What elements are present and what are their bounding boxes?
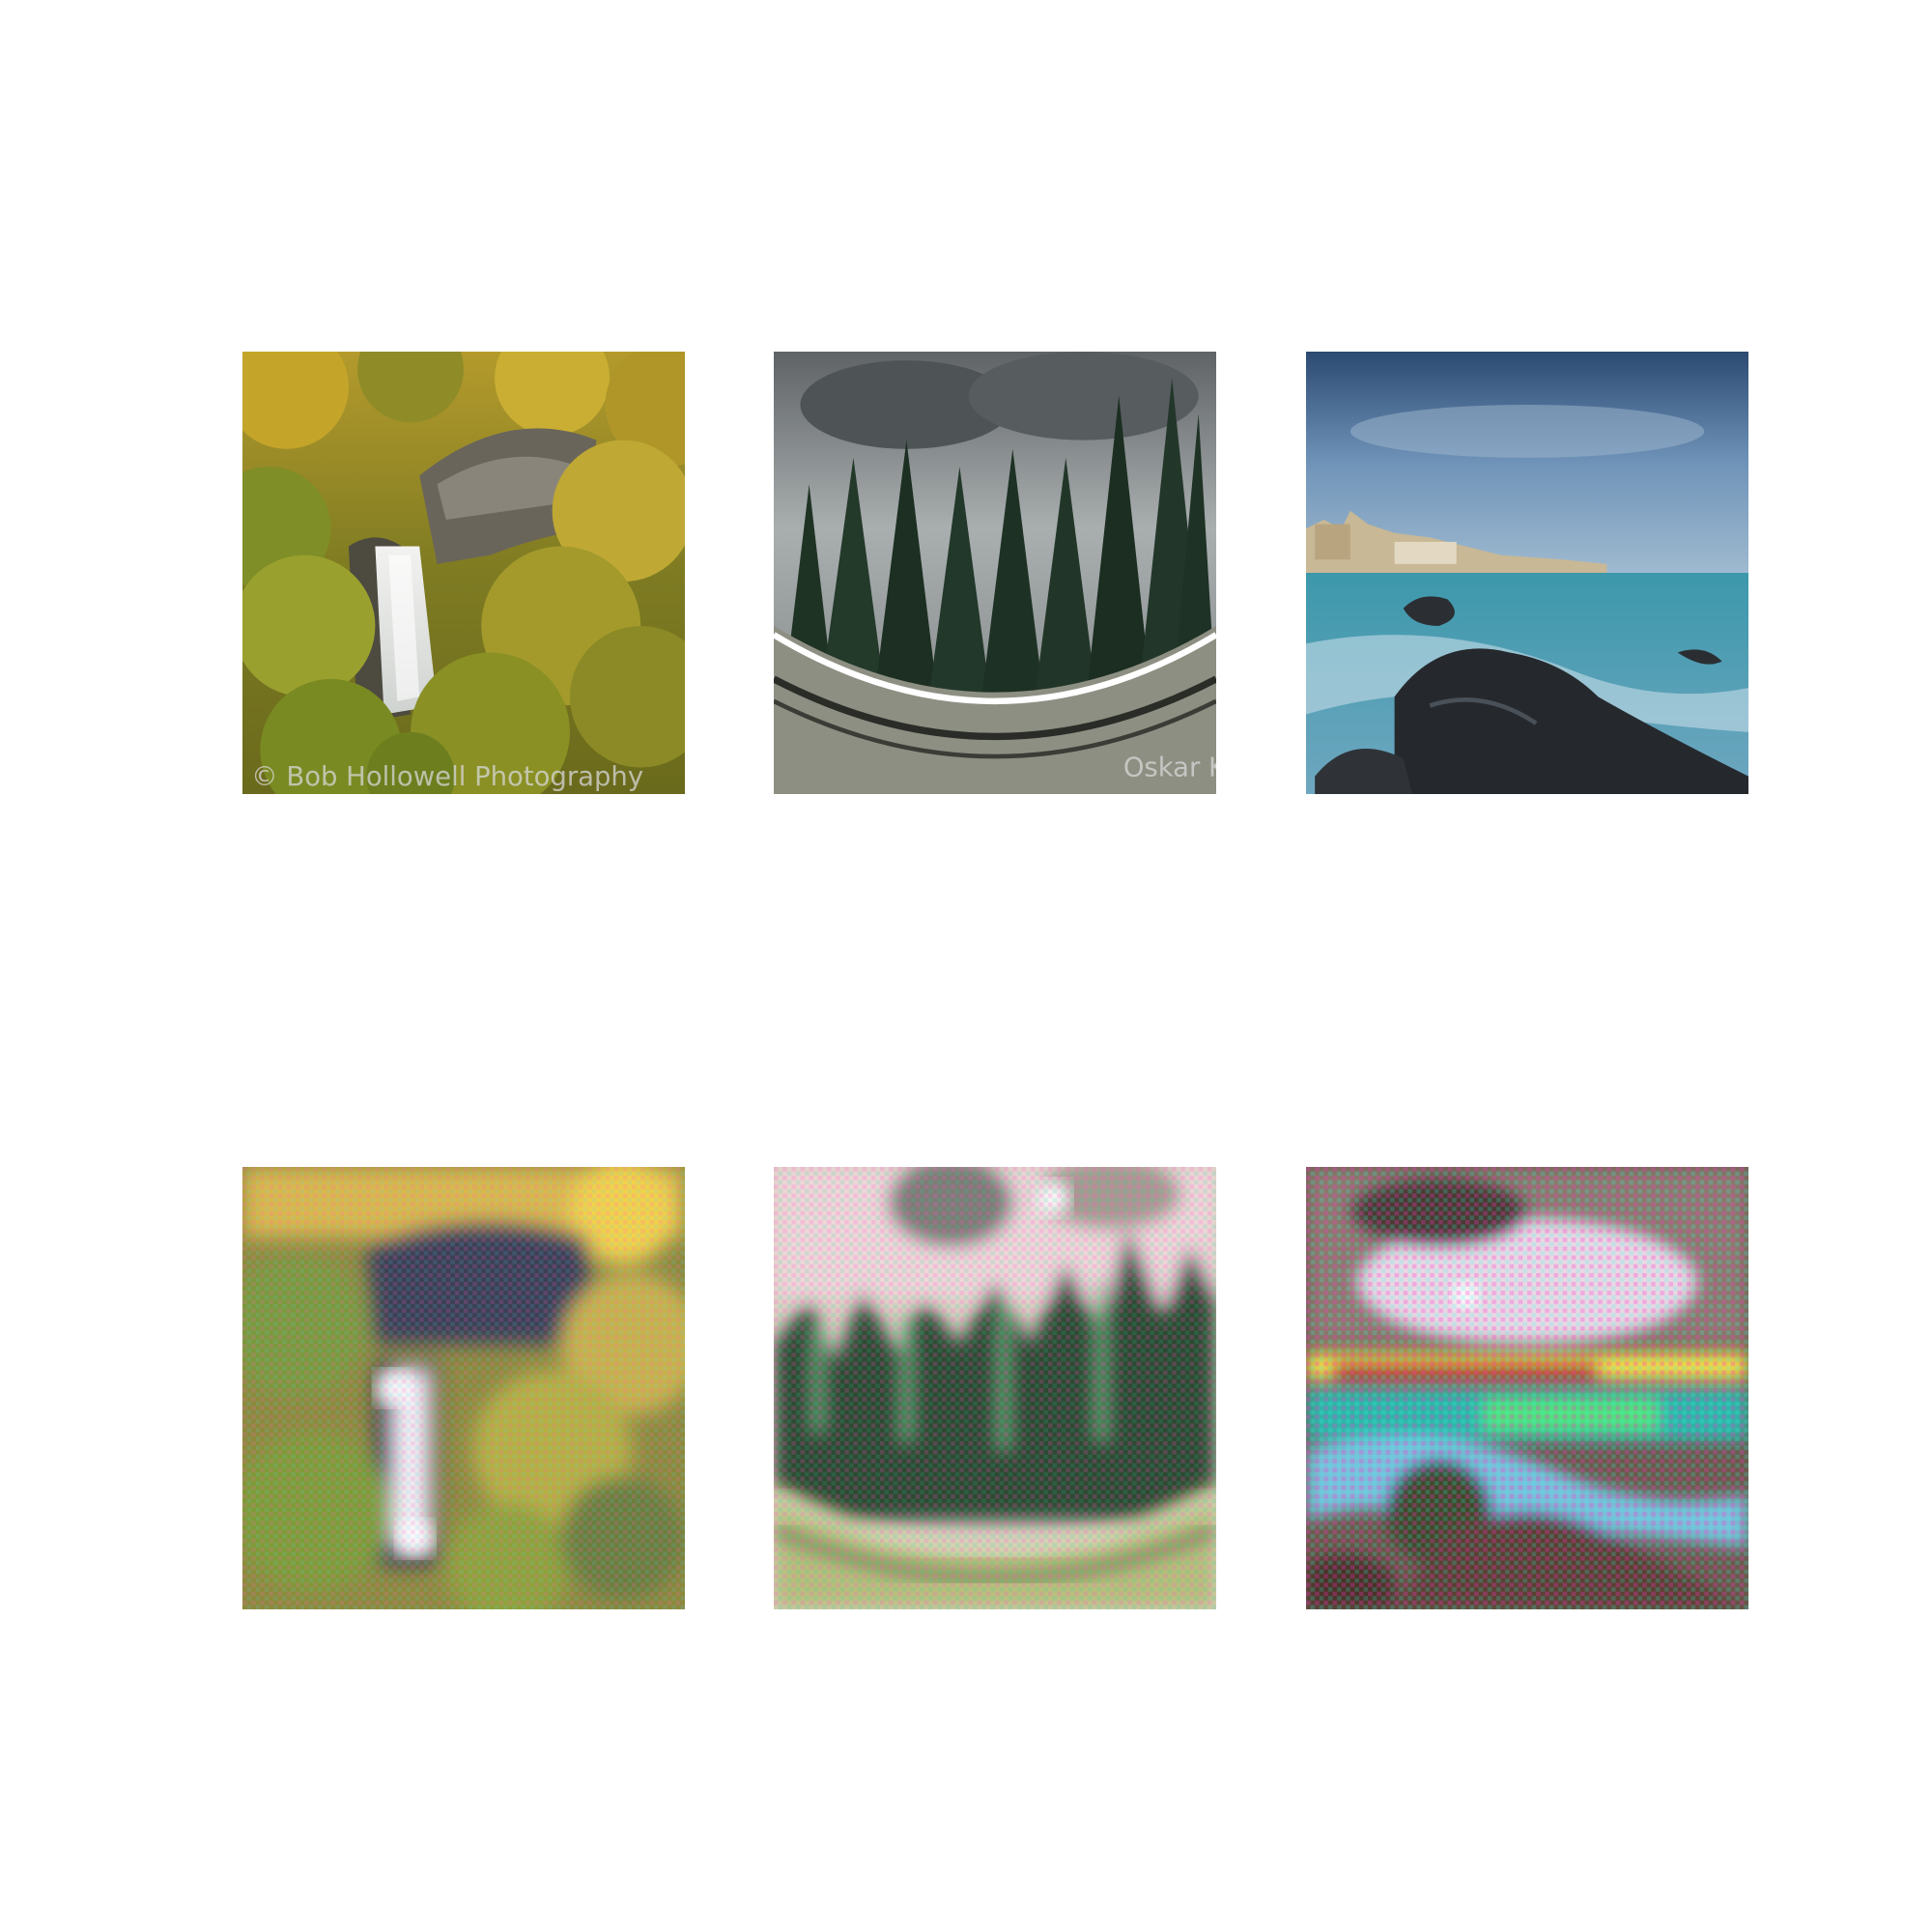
generated-waterfall — [242, 1167, 685, 1609]
photo-waterfall-original: © Bob Hollowell Photography — [242, 352, 685, 794]
generated-coast — [1306, 1167, 1748, 1609]
waterfall-generated-graphic — [242, 1167, 685, 1609]
coast-generated-graphic — [1306, 1167, 1748, 1609]
photo-coast-original — [1306, 352, 1748, 794]
generated-forest — [774, 1167, 1216, 1609]
forest-photo-graphic: Oskar Karlsson 2016 — [774, 352, 1216, 794]
photo-credit-watermark: © Bob Hollowell Photography — [251, 761, 643, 792]
photo-forest-original: Oskar Karlsson 2016 — [774, 352, 1216, 794]
forest-generated-graphic — [774, 1167, 1216, 1609]
photo-credit-watermark: Oskar Karlsson 2016 — [1123, 753, 1216, 783]
coast-photo-graphic — [1306, 352, 1748, 794]
waterfall-photo-graphic: © Bob Hollowell Photography — [242, 352, 685, 794]
